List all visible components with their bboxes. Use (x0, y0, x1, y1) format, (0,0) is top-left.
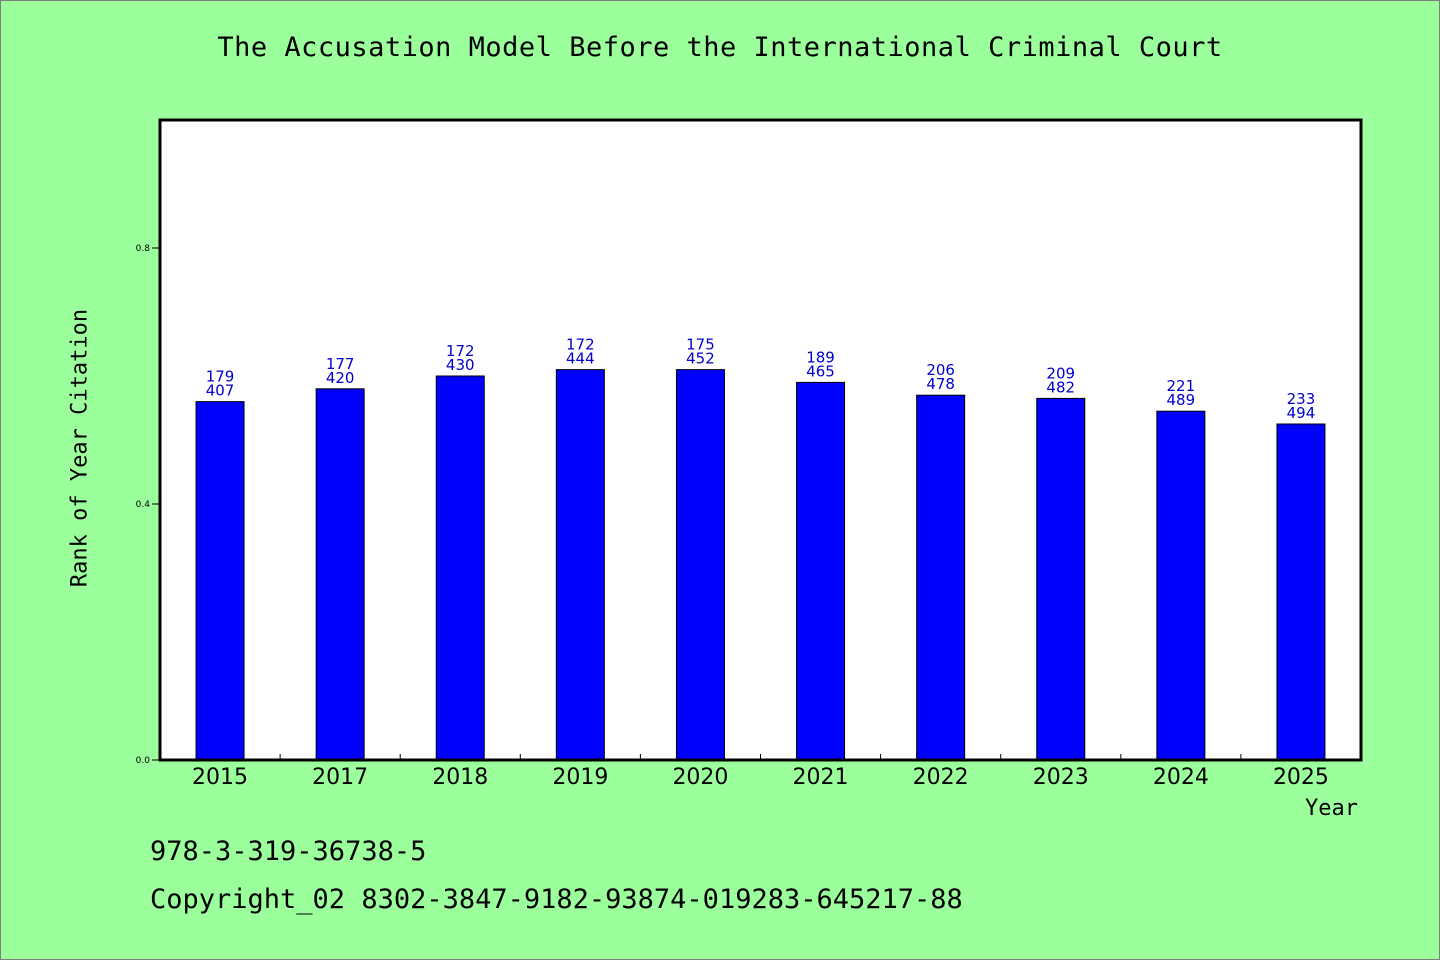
data-label-top: 172 (446, 342, 475, 360)
x-tick-label: 2025 (1273, 765, 1329, 790)
data-label-bottom: 452 (686, 350, 715, 368)
data-label-bottom: 489 (1167, 391, 1196, 409)
data-label-bottom: 420 (326, 369, 355, 387)
data-label-top: 221 (1167, 377, 1196, 395)
y-tick-label: 0.8 (136, 244, 151, 254)
bar (796, 381, 846, 761)
bar (1036, 397, 1086, 761)
x-tick-label: 2018 (432, 765, 488, 790)
x-tick-label: 2020 (672, 765, 728, 790)
plot-border (158, 118, 1363, 762)
isbn-text: 978-3-319-36738-5 (150, 836, 427, 867)
plot-area: 1794072015177420201717243020181724442019… (136, 118, 1363, 790)
data-label-bottom: 494 (1287, 404, 1316, 422)
data-label-bottom: 465 (806, 362, 835, 380)
y-tick-label: 0.0 (136, 756, 151, 766)
x-tick-label: 2017 (312, 765, 368, 790)
x-axis-label: Year (1305, 796, 1358, 821)
y-tick-label: 0.4 (136, 500, 151, 510)
x-tick-label: 2022 (913, 765, 969, 790)
data-label-top: 177 (326, 355, 355, 373)
data-label-top: 175 (686, 336, 715, 354)
chart-title: The Accusation Model Before the Internat… (217, 32, 1223, 63)
data-label-top: 233 (1287, 390, 1316, 408)
data-label-bottom: 444 (566, 350, 595, 368)
data-label-bottom: 407 (206, 382, 235, 400)
y-axis-label: Rank of Year Citation (67, 308, 93, 588)
bar (675, 369, 725, 761)
x-tick-label: 2021 (793, 765, 849, 790)
bar (315, 388, 365, 761)
data-label-bottom: 478 (926, 375, 955, 393)
x-tick-label: 2015 (192, 765, 248, 790)
data-label-bottom: 430 (446, 356, 475, 374)
bar (1156, 410, 1206, 761)
bar (435, 375, 485, 761)
data-label-top: 189 (806, 348, 835, 366)
data-label-top: 179 (206, 368, 235, 386)
data-label-top: 209 (1046, 364, 1075, 382)
data-label-top: 172 (566, 336, 595, 354)
data-label-bottom: 482 (1046, 378, 1075, 396)
x-tick-label: 2023 (1033, 765, 1089, 790)
bar (916, 394, 966, 761)
bar (555, 369, 605, 761)
data-label-top: 206 (926, 361, 955, 379)
x-tick-label: 2024 (1153, 765, 1209, 790)
x-tick-label: 2019 (552, 765, 608, 790)
bar (1276, 423, 1326, 761)
bar (195, 401, 245, 761)
copyright-text: Copyright_02 8302-3847-9182-93874-019283… (150, 884, 963, 915)
